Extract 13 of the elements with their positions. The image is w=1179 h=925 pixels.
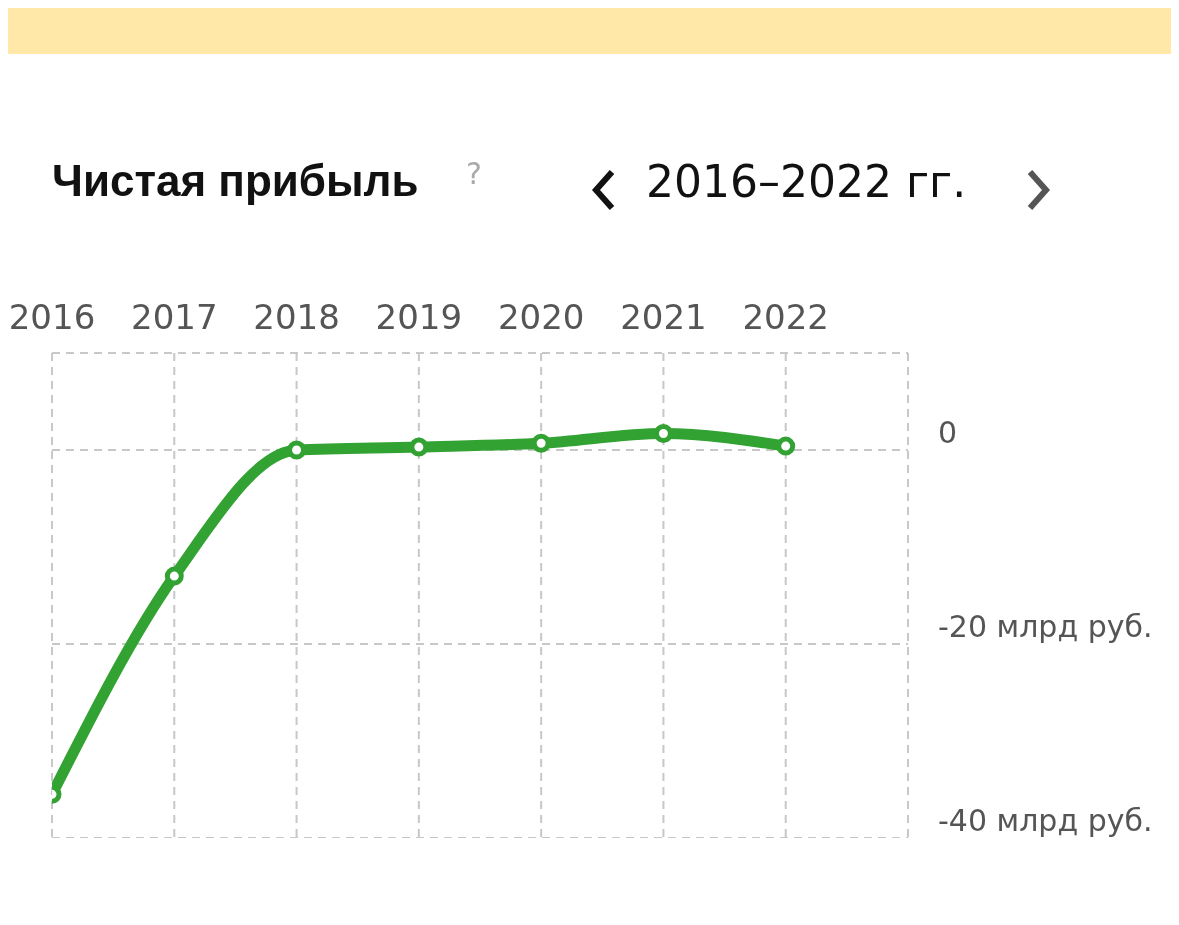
x-tick-label: 2021: [620, 297, 707, 337]
x-tick-label: 2019: [375, 297, 463, 337]
x-tick-label: 2017: [131, 297, 218, 337]
y-tick-label: 0: [938, 414, 958, 450]
x-tick-label: 2022: [742, 297, 829, 337]
chart-title: Чистая прибыль: [52, 156, 419, 206]
x-tick-label: 2020: [497, 297, 585, 337]
y-tick-label: -40 млрд руб.: [938, 802, 1153, 838]
x-tick-label: 2018: [253, 297, 340, 337]
x-tick-label: 2016: [8, 297, 96, 337]
chart-subtitle: 2016–2022 гг.: [646, 156, 967, 207]
y-tick-label: -20 млрд руб.: [938, 608, 1153, 644]
text: ?: [466, 156, 482, 191]
